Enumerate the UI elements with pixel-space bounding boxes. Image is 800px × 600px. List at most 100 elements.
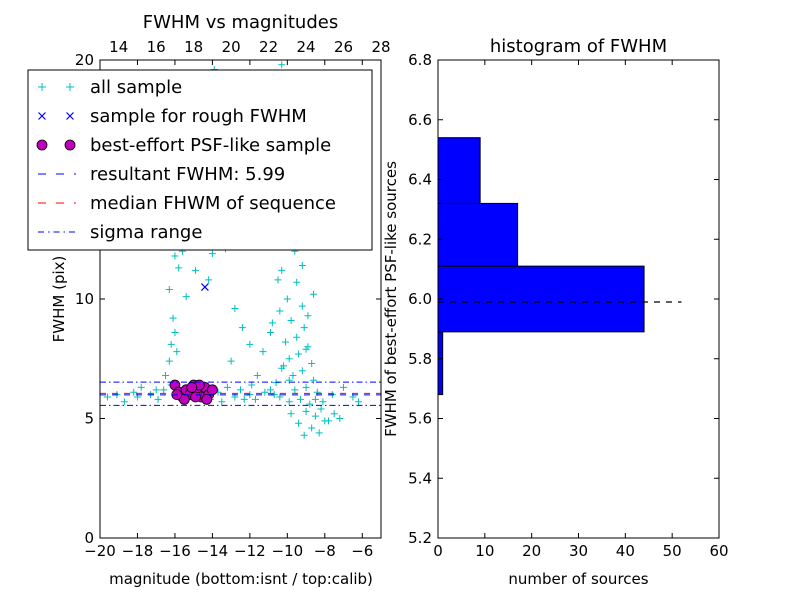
all-sample-point [300, 431, 308, 439]
all-sample-point [296, 395, 304, 403]
all-sample-point [287, 410, 295, 418]
all-sample-point [162, 371, 170, 379]
histogram-title: histogram of FWHM [490, 36, 667, 57]
histogram-chart: 0 10 20 30 40 50 60 5.2 5.4 5.6 5.8 6.0 6.2 6.4 6.6 6.8… [382, 36, 729, 588]
all-sample-point [253, 371, 261, 379]
scatter-ylabel: FWHM (pix) [50, 256, 68, 343]
all-sample-point [311, 395, 319, 403]
all-sample-point [266, 328, 274, 336]
all-sample-point [287, 317, 295, 325]
x-top-tick-label: 18 [184, 38, 203, 56]
all-sample-point [248, 381, 256, 389]
x-tick-label: −6 [351, 542, 373, 560]
all-sample-point [315, 429, 323, 437]
x-top-tick-label: 16 [147, 38, 166, 56]
all-sample-point [192, 266, 200, 274]
x-top-tick-label: 28 [371, 38, 390, 56]
y-tick-label: 5.6 [408, 410, 432, 428]
x-tick-label: 30 [569, 542, 588, 560]
y-tick-label: 6.8 [408, 51, 432, 69]
y-tick-label: 0 [84, 529, 94, 547]
all-sample-point [167, 340, 175, 348]
all-sample-point [306, 400, 314, 408]
all-sample-point [355, 398, 363, 406]
all-sample-point [283, 295, 291, 303]
all-sample-point [223, 383, 231, 391]
all-sample-point [285, 398, 293, 406]
all-sample-point [293, 278, 301, 286]
all-sample-point [298, 367, 306, 375]
y-tick-label: 5.2 [408, 529, 432, 547]
all-sample-point [130, 388, 138, 396]
x-tick-label: 40 [616, 542, 635, 560]
scatter-title: FWHM vs magnitudes [143, 12, 338, 33]
all-sample-point [240, 395, 248, 403]
y-tick-label: 6.0 [408, 290, 432, 308]
x-tick-label: −14 [197, 542, 229, 560]
all-sample-point [165, 357, 173, 365]
all-sample-point [154, 395, 162, 403]
histogram-bar [437, 265, 645, 333]
all-sample-point [298, 302, 306, 310]
all-sample-point [319, 398, 327, 406]
y-tick-label: 6.4 [408, 171, 432, 189]
x-tick-label: −12 [234, 542, 266, 560]
y-tick-label: 5.4 [408, 469, 432, 487]
legend-label: resultant FWHM: 5.99 [90, 164, 285, 185]
histogram-bar [437, 202, 519, 267]
all-sample-point [298, 262, 306, 270]
y-tick-label: 20 [75, 51, 94, 69]
all-sample-point [173, 348, 181, 356]
legend-label: best-effort PSF-like sample [90, 135, 331, 156]
scatter-chart: −20 −18 −16 −14 −12 −10 −8 −6 14 16 18 20 22 24 26 28 0 5… [27, 12, 391, 588]
all-sample-point [289, 371, 297, 379]
legend-box [27, 69, 373, 251]
x-tick-label: 50 [663, 542, 682, 560]
all-sample-point [171, 328, 179, 336]
all-sample-point [246, 340, 254, 348]
legend: all sample sample for rough FWHM best-effo… [27, 69, 373, 251]
all-sample-point [261, 388, 269, 396]
x-tick-label: 10 [475, 542, 494, 560]
all-sample-point [310, 376, 318, 384]
x-tick-label: −8 [314, 542, 336, 560]
histogram-xlabel: number of sources [508, 570, 648, 588]
all-sample-point [310, 290, 318, 298]
scatter-xlabel: magnitude (bottom:isnt / top:calib) [109, 570, 373, 588]
all-sample-point [182, 293, 190, 301]
x-tick-label: 60 [709, 542, 728, 560]
psf-sample-point [201, 393, 213, 405]
all-sample-point [336, 415, 344, 422]
all-sample-point [227, 357, 235, 365]
histogram-bar [437, 137, 481, 204]
all-sample-point [300, 324, 308, 332]
all-sample-point [304, 312, 312, 320]
legend-x-marker [38, 112, 46, 120]
all-sample-point [231, 305, 239, 313]
all-sample-point [169, 314, 177, 322]
legend-circle-marker [36, 139, 48, 151]
y-tick-label: 5 [84, 410, 94, 428]
x-tick-label: −10 [272, 542, 304, 560]
all-sample-point [205, 276, 213, 284]
all-sample-point [302, 383, 310, 391]
legend-plus-marker [66, 83, 74, 91]
all-sample-point [302, 345, 310, 353]
x-tick-label: −18 [122, 542, 154, 560]
legend-label: sample for rough FWHM [90, 106, 307, 127]
all-sample-point [103, 393, 111, 401]
all-sample-point [291, 386, 299, 394]
all-sample-point [330, 410, 338, 418]
legend-label: all sample [90, 77, 182, 98]
y-tick-label: 10 [75, 290, 94, 308]
all-sample-point [276, 393, 284, 401]
all-sample-point [120, 398, 128, 406]
all-sample-point [308, 360, 316, 368]
all-sample-point [160, 386, 168, 394]
all-sample-point [175, 264, 183, 272]
all-sample-point [259, 348, 267, 356]
all-sample-point [293, 333, 301, 341]
x-tick-label: 20 [522, 542, 541, 560]
all-sample-point [238, 324, 246, 332]
